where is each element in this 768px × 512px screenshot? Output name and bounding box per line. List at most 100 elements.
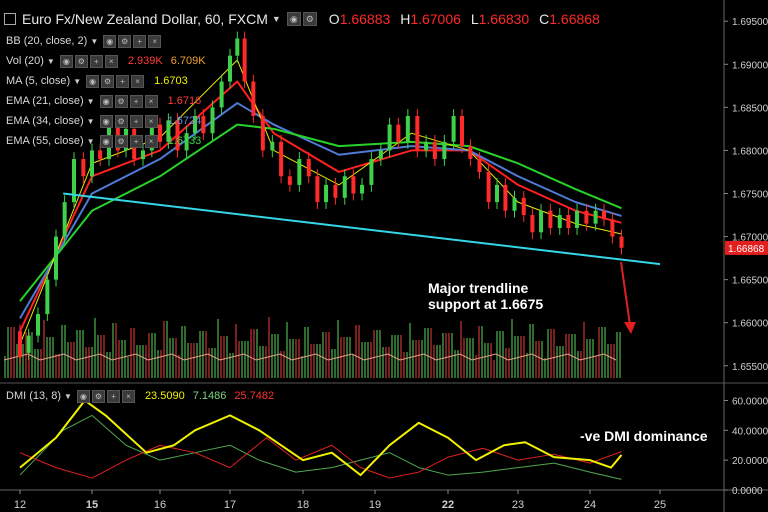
volume-bar bbox=[175, 338, 177, 378]
indicator-name[interactable]: Vol (20) bbox=[6, 55, 44, 67]
volume-bar bbox=[493, 360, 495, 378]
indicator-name[interactable]: EMA (55, close) bbox=[6, 135, 84, 147]
indicator-row: EMA (21, close) ▼ ◉ ⚙ + × 1.6716 bbox=[6, 93, 201, 109]
volume-bar bbox=[139, 345, 141, 378]
chevron-down-icon[interactable]: ▼ bbox=[46, 56, 55, 66]
gear-icon[interactable]: ⚙ bbox=[302, 12, 317, 26]
add-icon[interactable]: + bbox=[89, 54, 103, 68]
collapse-icon[interactable] bbox=[4, 13, 16, 25]
candle-body bbox=[369, 159, 374, 185]
gear-icon[interactable]: ⚙ bbox=[74, 54, 88, 68]
volume-bar bbox=[82, 330, 84, 378]
candle-body bbox=[184, 133, 189, 151]
candle-body bbox=[351, 176, 356, 194]
volume-bar bbox=[142, 345, 144, 378]
volume-bar bbox=[334, 349, 336, 378]
gear-icon[interactable]: ⚙ bbox=[91, 389, 105, 403]
volume-bar bbox=[130, 328, 132, 378]
add-icon[interactable]: + bbox=[106, 389, 120, 403]
candle-body bbox=[333, 184, 338, 198]
eye-icon[interactable]: ◉ bbox=[59, 54, 73, 68]
indicator-value: 1.6724 bbox=[167, 115, 202, 127]
add-icon[interactable]: + bbox=[129, 114, 143, 128]
eye-icon[interactable]: ◉ bbox=[286, 12, 301, 26]
dmi-tick-label: 60.0000 bbox=[732, 396, 768, 407]
volume-bar bbox=[211, 348, 213, 378]
volume-bar bbox=[355, 325, 357, 378]
chevron-down-icon[interactable]: ▼ bbox=[90, 36, 99, 46]
close-icon[interactable]: × bbox=[144, 114, 158, 128]
indicator-name[interactable]: BB (20, close, 2) bbox=[6, 35, 88, 47]
chevron-down-icon[interactable]: ▼ bbox=[64, 391, 72, 401]
eye-icon[interactable]: ◉ bbox=[99, 94, 113, 108]
add-icon[interactable]: + bbox=[133, 34, 147, 48]
close-icon[interactable]: × bbox=[121, 389, 135, 403]
gear-icon[interactable]: ⚙ bbox=[101, 74, 115, 88]
time-tick-label: 22 bbox=[442, 499, 454, 511]
volume-bar bbox=[484, 343, 486, 378]
volume-bar bbox=[376, 330, 378, 378]
chevron-down-icon[interactable]: ▼ bbox=[271, 14, 281, 24]
volume-bar bbox=[58, 354, 60, 378]
volume-bar bbox=[499, 331, 501, 378]
gear-icon[interactable]: ⚙ bbox=[114, 134, 128, 148]
add-icon[interactable]: + bbox=[129, 94, 143, 108]
volume-bar bbox=[64, 325, 66, 378]
add-icon[interactable]: + bbox=[116, 74, 130, 88]
down-arrow-icon bbox=[620, 261, 636, 334]
close-icon[interactable]: × bbox=[104, 54, 118, 68]
price-tick-label: 1.69500 bbox=[732, 17, 768, 28]
close-icon[interactable]: × bbox=[131, 74, 145, 88]
eye-icon[interactable]: ◉ bbox=[99, 114, 113, 128]
dmi-tick-label: 40.0000 bbox=[732, 426, 768, 437]
volume-bar bbox=[133, 328, 135, 378]
chevron-down-icon[interactable]: ▼ bbox=[86, 136, 95, 146]
volume-bar bbox=[76, 330, 78, 378]
volume-bar bbox=[7, 327, 9, 378]
volume-bar bbox=[403, 352, 405, 378]
chevron-down-icon[interactable]: ▼ bbox=[86, 96, 95, 106]
price-tick-label: 1.68000 bbox=[732, 146, 768, 157]
gear-icon[interactable]: ⚙ bbox=[118, 34, 132, 48]
chevron-down-icon[interactable]: ▼ bbox=[86, 116, 95, 126]
candle-body bbox=[460, 115, 464, 147]
indicator-name[interactable]: EMA (34, close) bbox=[6, 115, 84, 127]
volume-bar bbox=[424, 328, 426, 378]
eye-icon[interactable]: ◉ bbox=[103, 34, 117, 48]
indicator-value: 1.6703 bbox=[154, 75, 188, 87]
add-icon[interactable]: + bbox=[129, 134, 143, 148]
open-value: 1.66883 bbox=[339, 11, 391, 27]
gear-icon[interactable]: ⚙ bbox=[114, 114, 128, 128]
candle-body bbox=[166, 120, 171, 142]
indicator-name[interactable]: EMA (21, close) bbox=[6, 95, 84, 107]
symbol-title[interactable]: Euro Fx/New Zealand Dollar, 60, FXCM bbox=[22, 11, 268, 27]
eye-icon[interactable]: ◉ bbox=[99, 134, 113, 148]
candle-body bbox=[610, 219, 615, 237]
volume-bar bbox=[16, 344, 18, 378]
volume-bar bbox=[46, 337, 48, 378]
volume-bar bbox=[85, 347, 87, 378]
indicator-name[interactable]: MA (5, close) bbox=[6, 75, 71, 87]
candle-body bbox=[432, 141, 437, 160]
volume-bar bbox=[223, 336, 225, 378]
candle-body bbox=[396, 124, 401, 142]
volume-bar bbox=[283, 351, 285, 378]
indicator-buttons: ◉ ⚙ + × bbox=[99, 134, 158, 148]
close-icon[interactable]: × bbox=[148, 34, 162, 48]
close-icon[interactable]: × bbox=[144, 94, 158, 108]
candle-body bbox=[360, 184, 365, 194]
eye-icon[interactable]: ◉ bbox=[86, 74, 100, 88]
last-price-label: 1.66868 bbox=[728, 244, 765, 255]
close-icon[interactable]: × bbox=[144, 134, 158, 148]
volume-bar bbox=[70, 342, 72, 378]
candle-body bbox=[566, 215, 571, 228]
eye-icon[interactable]: ◉ bbox=[76, 389, 90, 403]
volume-bar bbox=[217, 319, 219, 378]
dmi-name[interactable]: DMI (13, 8) bbox=[6, 390, 62, 402]
volume-bar bbox=[316, 344, 318, 378]
volume-bar bbox=[382, 347, 384, 378]
price-tick-label: 1.66500 bbox=[732, 276, 768, 287]
gear-icon[interactable]: ⚙ bbox=[114, 94, 128, 108]
chevron-down-icon[interactable]: ▼ bbox=[73, 76, 82, 86]
volume-ma-line bbox=[3, 353, 617, 361]
